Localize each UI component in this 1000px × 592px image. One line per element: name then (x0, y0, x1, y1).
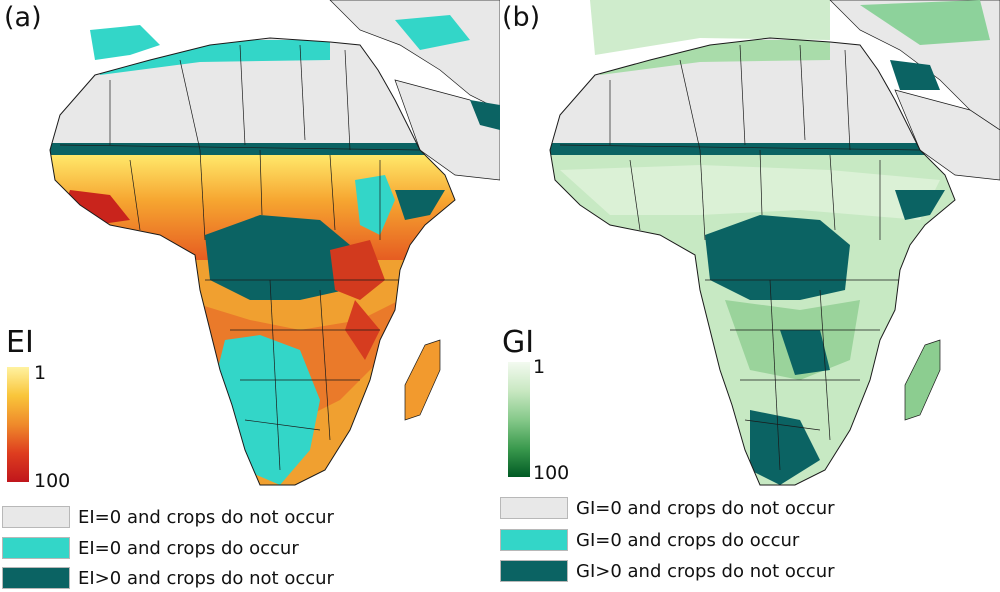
legend-swatch (2, 567, 70, 589)
gi-color-scale (508, 362, 530, 477)
panel-a: (a) EI 1 100 EI=0 and crops do not occur… (2, 0, 500, 589)
legend-label: GI>0 and crops do not occur (576, 560, 835, 582)
middle-east-teal (890, 60, 940, 90)
legend-item: GI=0 and crops do occur (500, 529, 799, 551)
legend-swatch (2, 537, 70, 559)
middle-east-crop-patch (395, 15, 470, 50)
legend-label: GI=0 and crops do not occur (576, 497, 835, 519)
scale-top-tick: 1 (34, 362, 47, 384)
legend-swatch (2, 506, 70, 528)
madagascar (404, 339, 441, 421)
panel-label: (a) (4, 2, 42, 33)
africa-map-ei (49, 0, 500, 486)
legend-label: GI=0 and crops do occur (576, 529, 800, 551)
legend-item: GI>0 and crops do not occur (500, 560, 835, 582)
scale-bottom-tick: 100 (34, 470, 71, 492)
legend-swatch (500, 529, 568, 551)
ei-color-scale (7, 367, 29, 482)
legend-item: EI>0 and crops do not occur (2, 567, 334, 589)
legend-swatch (500, 497, 568, 519)
legend-label: EI=0 and crops do not occur (78, 506, 334, 528)
madagascar (904, 339, 941, 421)
legend-item: EI=0 and crops do not occur (2, 506, 334, 528)
panel-b: (b) GI 1 100 GI=0 and crops do not occur… (500, 0, 1000, 592)
arabia-coast (470, 100, 500, 130)
legend-item: GI=0 and crops do not occur (500, 497, 835, 519)
europe-iberia (90, 25, 160, 60)
panel-label: (b) (502, 2, 541, 33)
scale-title: EI (6, 325, 34, 360)
legend-label: EI>0 and crops do not occur (78, 567, 334, 589)
scale-bottom-tick: 100 (533, 462, 570, 484)
scale-top-tick: 1 (533, 356, 546, 378)
europe-region (590, 0, 830, 55)
africa-map-gi (549, 0, 1000, 486)
scale-title: GI (502, 325, 535, 360)
legend-item: EI=0 and crops do occur (2, 537, 299, 559)
legend-label: EI=0 and crops do occur (78, 537, 299, 559)
middle-east-green (860, 0, 990, 45)
legend-swatch (500, 560, 568, 582)
